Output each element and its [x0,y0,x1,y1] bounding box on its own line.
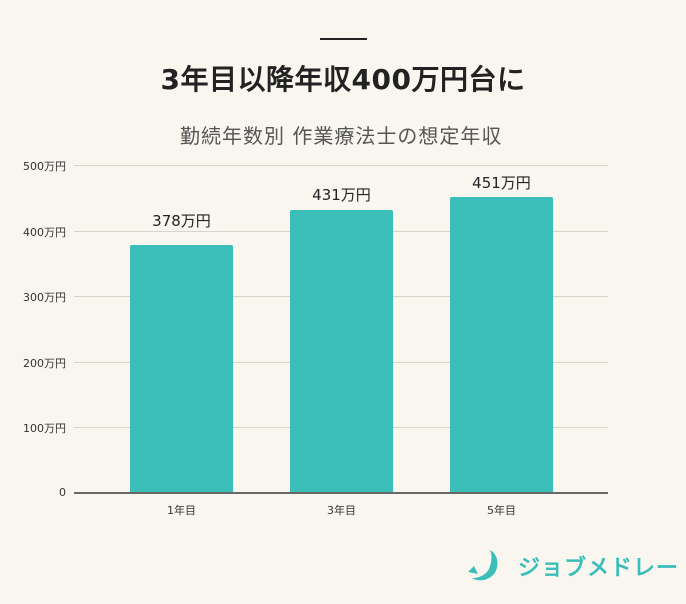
y-tick-label: 0 [59,486,66,499]
brand-logo: ジョブメドレー [466,548,679,584]
x-tick-label: 5年目 [487,504,516,517]
x-tick-label: 3年目 [327,504,356,517]
headline: 3年目以降年収400万円台に [160,63,526,96]
gridline-500 [74,165,608,166]
bar-5th-year [450,197,553,493]
y-tick-label: 500万円 [23,160,66,173]
x-axis [74,492,608,494]
y-tick-label: 100万円 [23,422,66,435]
y-tick-label: 200万円 [23,357,66,370]
bar-value-label: 451万円 [472,174,531,192]
brand-name: ジョブメドレー [518,556,680,581]
y-tick-label: 300万円 [23,291,66,304]
bar-1st-year [130,245,233,493]
brand-mark-icon [468,550,498,581]
chart-title: 勤続年数別 作業療法士の想定年収 [180,124,503,148]
bar-value-label: 378万円 [152,212,211,230]
decorative-rule [320,38,367,40]
bar-value-label: 431万円 [312,186,371,204]
x-tick-label: 1年目 [167,504,196,517]
bar-3rd-year [290,210,393,493]
y-tick-label: 400万円 [23,226,66,239]
